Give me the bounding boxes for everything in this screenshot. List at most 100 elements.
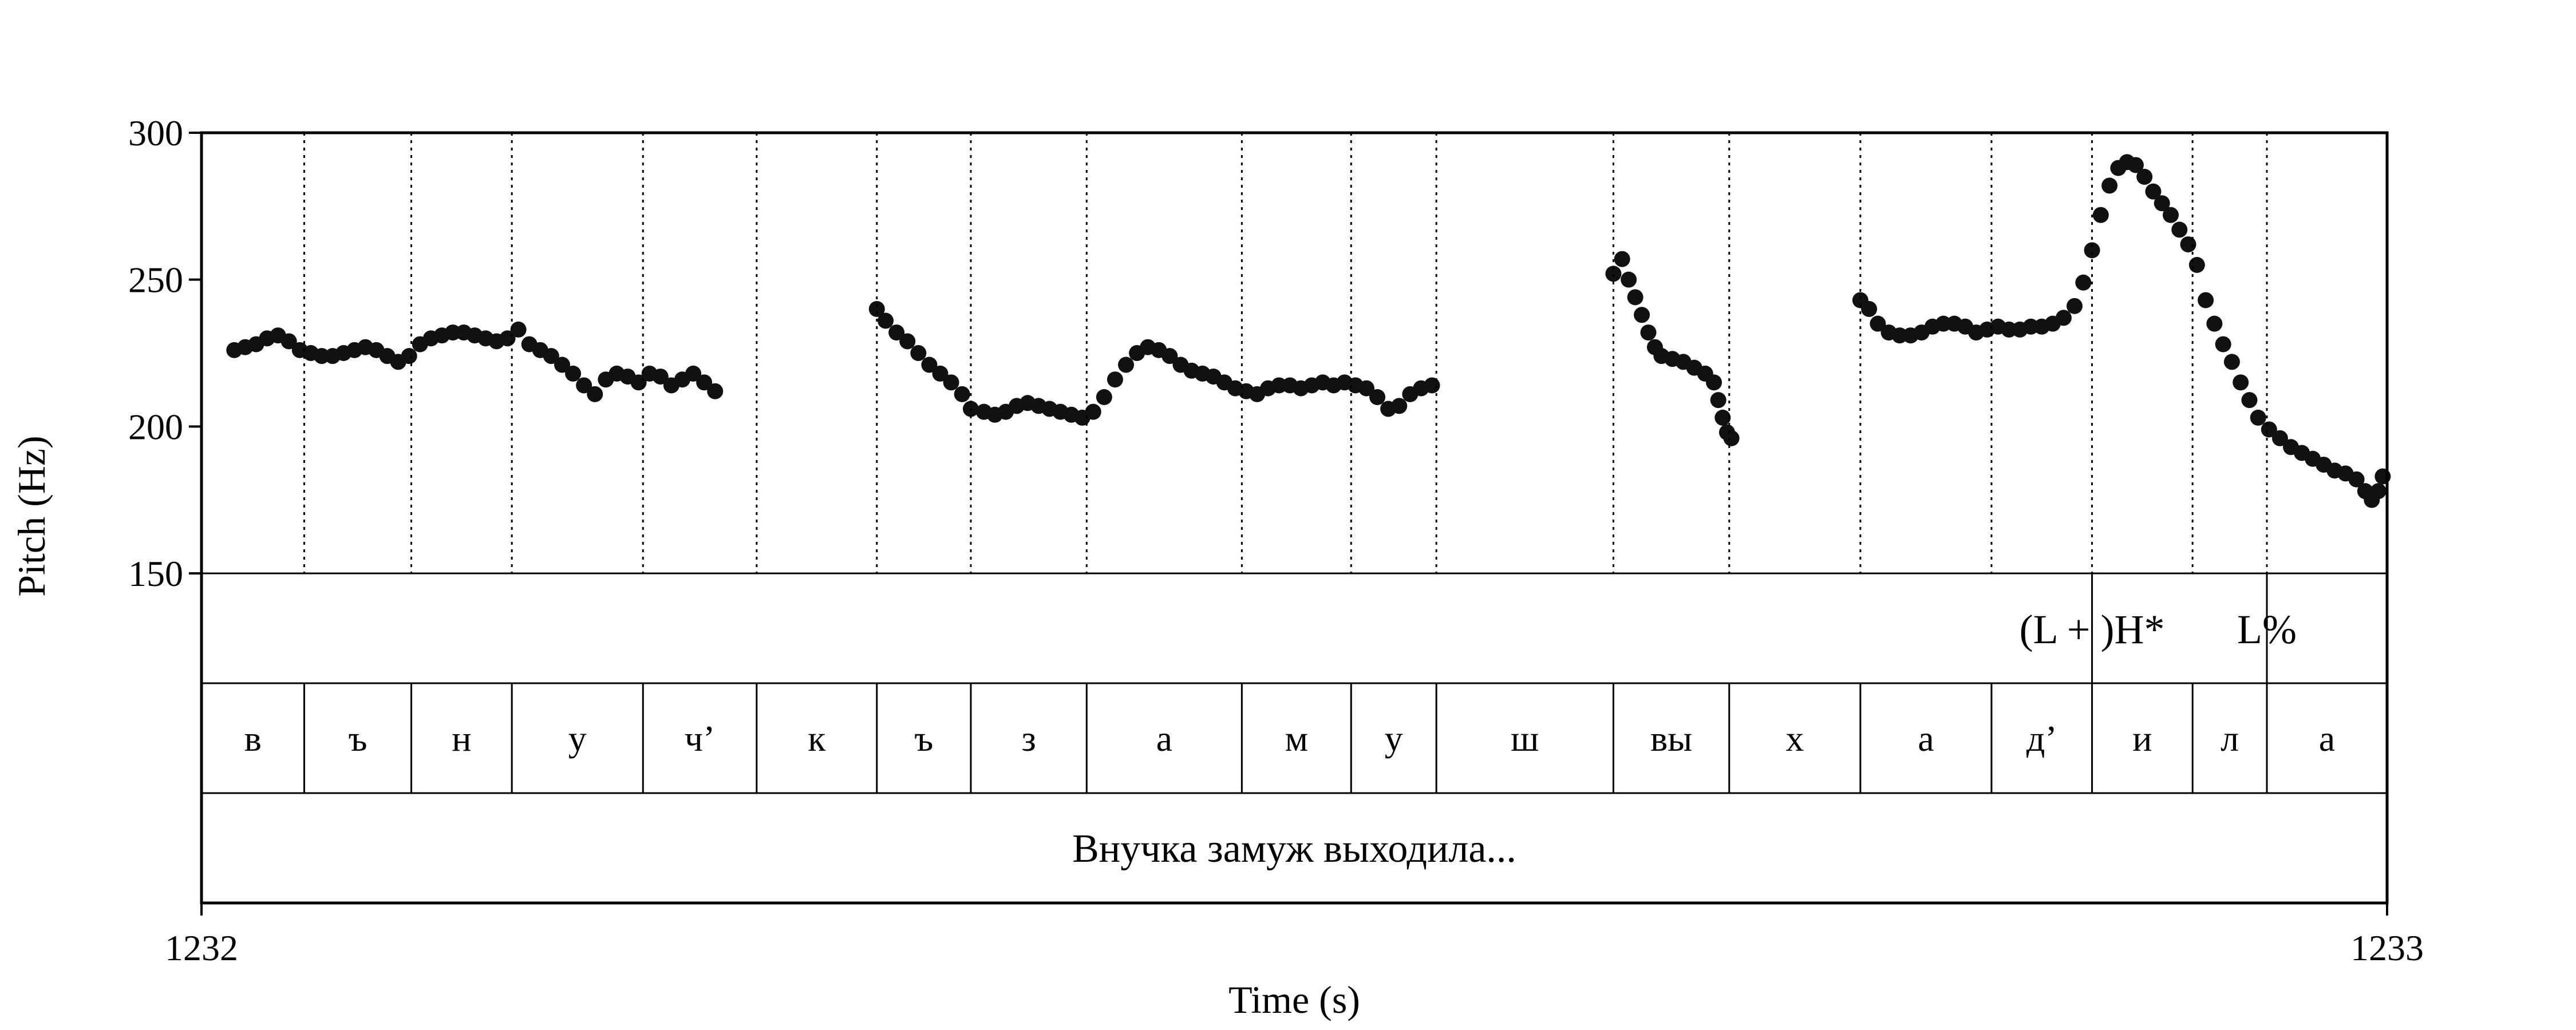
pitch-point: [2348, 471, 2365, 488]
segment-label: з: [1021, 718, 1036, 759]
pitch-point: [2223, 354, 2240, 370]
segment-label: а: [2319, 718, 2335, 759]
pitch-point: [2206, 315, 2223, 332]
pitch-point: [543, 348, 559, 365]
segment-label: н: [452, 718, 471, 759]
segment-label: вы: [1650, 718, 1692, 759]
pitch-point: [2145, 183, 2162, 200]
segment-label: к: [808, 718, 826, 759]
plot-frame: [189, 131, 2389, 916]
pitch-point: [685, 365, 702, 382]
pitch-point: [707, 383, 724, 399]
pitch-point: [2180, 236, 2196, 253]
pitch-point: [1605, 266, 1622, 282]
pitch-point: [1358, 380, 1374, 397]
segment-label: л: [2221, 718, 2239, 759]
pitch-point: [1096, 389, 1112, 405]
tone-label: (L + )H*: [2020, 607, 2165, 652]
segment-label: ш: [1511, 718, 1539, 759]
segment-label: у: [568, 718, 587, 759]
pitch-point: [910, 345, 927, 361]
segment-label: д’: [2026, 718, 2057, 759]
segment-label: ч’: [685, 718, 716, 759]
pitch-point: [652, 369, 669, 385]
segment-label: ъ: [348, 718, 367, 759]
pitch-point: [2055, 310, 2072, 326]
y-tick-label: 200: [128, 406, 183, 447]
pitch-point: [1614, 251, 1630, 267]
segment-label: в: [244, 718, 262, 759]
outer-frame: [200, 131, 2389, 905]
pitch-point: [2261, 421, 2277, 438]
pitch-point: [587, 386, 603, 402]
pitch-point: [2084, 242, 2100, 259]
pitch-point: [932, 365, 949, 382]
pitch-point: [510, 321, 527, 338]
pitch-point: [1369, 389, 1386, 405]
pitch-point: [2250, 409, 2266, 426]
pitch-point: [696, 374, 713, 391]
pitch-point: [401, 348, 417, 365]
pitch-point: [2136, 169, 2153, 185]
y-tick-label: 300: [128, 113, 183, 153]
pitch-point: [878, 312, 894, 329]
segment-label: х: [1785, 718, 1804, 759]
segment-label: а: [1918, 718, 1934, 759]
pitch-point: [2233, 374, 2249, 391]
sentence-label: Внучка замуж выходила...: [1072, 827, 1516, 871]
pitch-point: [868, 301, 885, 317]
pitch-point: [1640, 324, 1657, 341]
segment-label: у: [1385, 718, 1403, 759]
pitch-point: [1424, 377, 1440, 394]
pitch-point: [2101, 177, 2118, 194]
pitch-point: [2092, 207, 2109, 223]
pitch-point: [1118, 356, 1135, 373]
pitch-point: [1621, 271, 1637, 288]
pitch-point: [2127, 157, 2144, 173]
pitch-point: [1714, 409, 1731, 426]
y-tick-label: 150: [128, 553, 183, 594]
pitch-point: [2171, 221, 2188, 238]
pitch-point: [1627, 289, 1643, 306]
pitch-point: [2198, 292, 2214, 308]
pitch-point: [2154, 195, 2170, 212]
pitch-point: [2370, 483, 2387, 500]
y-tick-label: 250: [128, 260, 183, 300]
pitch-points: [226, 154, 2391, 508]
pitch-point: [1710, 392, 1726, 409]
pitch-point: [1391, 398, 1408, 414]
tone-label: L%: [2237, 607, 2297, 652]
pitch-point: [943, 374, 959, 391]
pitch-point: [2067, 298, 2083, 314]
pitch-point: [2271, 430, 2288, 446]
pitch-point: [2188, 257, 2205, 273]
pitch-point: [1085, 403, 1101, 420]
segment-label: а: [1156, 718, 1172, 759]
pitch-point: [2215, 336, 2231, 352]
x-axis-title: Time (s): [1228, 978, 1360, 1021]
pitch-point: [2163, 207, 2179, 223]
pitch-point: [1706, 374, 1722, 391]
pitch-point: [1723, 430, 1740, 446]
y-axis-title: Pitch (Hz): [10, 435, 53, 596]
pitch-point: [554, 356, 570, 373]
x-tick-label: 1233: [2350, 928, 2424, 968]
pitch-point: [899, 333, 916, 350]
chart-labels: 150 200 250 300 1232 1233 Pitch (Hz) Time (s) в ъ…: [10, 113, 2424, 1021]
segment-label: м: [1285, 718, 1309, 759]
x-tick-label: 1232: [165, 928, 238, 968]
segment-label: ъ: [914, 718, 933, 759]
pitch-point: [888, 324, 905, 341]
pitch-point: [921, 356, 938, 373]
pitch-point: [565, 365, 582, 382]
pitch-point: [954, 386, 970, 402]
pitch-point: [1870, 315, 1886, 332]
pitch-point: [1161, 348, 1178, 365]
pitch-point: [1634, 307, 1650, 323]
pitch-point: [2075, 274, 2092, 291]
pitch-point: [1861, 301, 1878, 317]
pitch-point: [576, 377, 592, 394]
pitch-point: [280, 333, 297, 350]
pitch-point: [2241, 392, 2258, 409]
